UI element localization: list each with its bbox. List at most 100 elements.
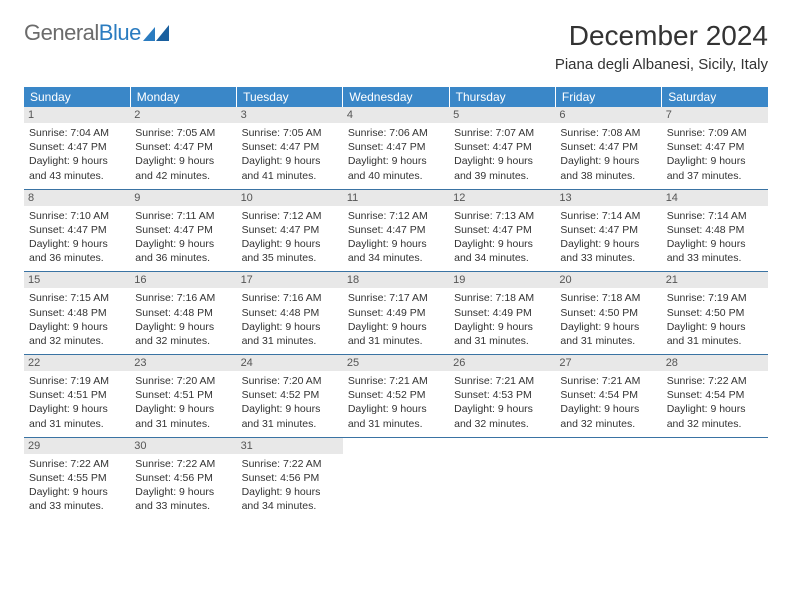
day-details: Sunrise: 7:20 AMSunset: 4:52 PMDaylight:… — [242, 374, 338, 431]
day-details: Sunrise: 7:05 AMSunset: 4:47 PMDaylight:… — [242, 126, 338, 183]
sunrise-line: Sunrise: 7:08 AM — [560, 126, 656, 140]
sunrise-line: Sunrise: 7:15 AM — [29, 291, 125, 305]
sunset-line: Sunset: 4:50 PM — [560, 306, 656, 320]
calendar-cell: 17Sunrise: 7:16 AMSunset: 4:48 PMDayligh… — [237, 272, 343, 355]
sunset-line: Sunset: 4:48 PM — [135, 306, 231, 320]
daylight-line: Daylight: 9 hours and 34 minutes. — [348, 237, 444, 265]
daylight-line: Daylight: 9 hours and 39 minutes. — [454, 154, 550, 182]
sunset-line: Sunset: 4:47 PM — [454, 223, 550, 237]
sunrise-line: Sunrise: 7:10 AM — [29, 209, 125, 223]
day-number-empty — [449, 438, 555, 454]
day-number: 26 — [449, 355, 555, 371]
sunset-line: Sunset: 4:52 PM — [348, 388, 444, 402]
sunrise-line: Sunrise: 7:17 AM — [348, 291, 444, 305]
calendar-cell: 12Sunrise: 7:13 AMSunset: 4:47 PMDayligh… — [449, 189, 555, 272]
day-details: Sunrise: 7:07 AMSunset: 4:47 PMDaylight:… — [454, 126, 550, 183]
day-details: Sunrise: 7:16 AMSunset: 4:48 PMDaylight:… — [135, 291, 231, 348]
daylight-line: Daylight: 9 hours and 31 minutes. — [242, 402, 338, 430]
day-details: Sunrise: 7:12 AMSunset: 4:47 PMDaylight:… — [348, 209, 444, 266]
calendar-cell: 9Sunrise: 7:11 AMSunset: 4:47 PMDaylight… — [130, 189, 236, 272]
sunset-line: Sunset: 4:49 PM — [454, 306, 550, 320]
day-number: 10 — [237, 190, 343, 206]
sunrise-line: Sunrise: 7:07 AM — [454, 126, 550, 140]
day-number: 20 — [555, 272, 661, 288]
location-label: Piana degli Albanesi, Sicily, Italy — [555, 56, 768, 73]
calendar-cell: 13Sunrise: 7:14 AMSunset: 4:47 PMDayligh… — [555, 189, 661, 272]
day-details: Sunrise: 7:12 AMSunset: 4:47 PMDaylight:… — [242, 209, 338, 266]
calendar-cell: 7Sunrise: 7:09 AMSunset: 4:47 PMDaylight… — [662, 107, 768, 189]
calendar-cell: 6Sunrise: 7:08 AMSunset: 4:47 PMDaylight… — [555, 107, 661, 189]
sunrise-line: Sunrise: 7:20 AM — [242, 374, 338, 388]
daylight-line: Daylight: 9 hours and 33 minutes. — [29, 485, 125, 513]
daylight-line: Daylight: 9 hours and 33 minutes. — [667, 237, 763, 265]
calendar-cell: 10 Sunrise: 7:12 AMSunset: 4:47 PMDayligh… — [237, 189, 343, 272]
daylight-line: Daylight: 9 hours and 43 minutes. — [29, 154, 125, 182]
daylight-line: Daylight: 9 hours and 31 minutes. — [135, 402, 231, 430]
calendar-row: 8Sunrise: 7:10 AMSunset: 4:47 PMDaylight… — [24, 189, 768, 272]
calendar-cell: 2Sunrise: 7:05 AMSunset: 4:47 PMDaylight… — [130, 107, 236, 189]
sunrise-line: Sunrise: 7:19 AM — [667, 291, 763, 305]
calendar-cell: 16Sunrise: 7:16 AMSunset: 4:48 PMDayligh… — [130, 272, 236, 355]
sunset-line: Sunset: 4:52 PM — [242, 388, 338, 402]
sunrise-line: Sunrise: 7:05 AM — [242, 126, 338, 140]
calendar-cell: 8 Sunrise: 7:10 AMSunset: 4:47 PMDaylight… — [24, 189, 130, 272]
day-details: Sunrise: 7:22 AMSunset: 4:55 PMDaylight:… — [29, 457, 125, 514]
sunrise-line: Sunrise: 7:20 AM — [135, 374, 231, 388]
weekday-header: Sunday — [24, 87, 130, 107]
calendar-cell: 20Sunrise: 7:18 AMSunset: 4:50 PMDayligh… — [555, 272, 661, 355]
daylight-line: Daylight: 9 hours and 34 minutes. — [454, 237, 550, 265]
daylight-line: Daylight: 9 hours and 32 minutes. — [454, 402, 550, 430]
daylight-line: Daylight: 9 hours and 41 minutes. — [242, 154, 338, 182]
month-title: December 2024 — [555, 20, 768, 52]
daylight-line: Daylight: 9 hours and 31 minutes. — [29, 402, 125, 430]
day-number-empty — [662, 438, 768, 454]
day-number: 23 — [130, 355, 236, 371]
weekday-header: Wednesday — [343, 87, 449, 107]
daylight-line: Daylight: 9 hours and 33 minutes. — [560, 237, 656, 265]
sunrise-line: Sunrise: 7:11 AM — [135, 209, 231, 223]
brand-part1: General — [24, 20, 99, 45]
day-number: 6 — [555, 107, 661, 123]
day-details: Sunrise: 7:22 AMSunset: 4:54 PMDaylight:… — [667, 374, 763, 431]
calendar-cell: 15Sunrise: 7:15 AMSunset: 4:48 PMDayligh… — [24, 272, 130, 355]
day-number: 27 — [555, 355, 661, 371]
day-number: 18 — [343, 272, 449, 288]
sunset-line: Sunset: 4:54 PM — [667, 388, 763, 402]
sunset-line: Sunset: 4:47 PM — [560, 140, 656, 154]
calendar-cell: 28Sunrise: 7:22 AMSunset: 4:54 PMDayligh… — [662, 355, 768, 438]
sunrise-line: Sunrise: 7:09 AM — [667, 126, 763, 140]
daylight-line: Daylight: 9 hours and 32 minutes. — [560, 402, 656, 430]
sunset-line: Sunset: 4:47 PM — [135, 223, 231, 237]
day-number: 12 — [449, 190, 555, 206]
day-number: 15 — [24, 272, 130, 288]
day-number: 11 — [343, 190, 449, 206]
day-details: Sunrise: 7:10 AMSunset: 4:47 PMDaylight:… — [29, 209, 125, 266]
day-details: Sunrise: 7:21 AMSunset: 4:52 PMDaylight:… — [348, 374, 444, 431]
day-number: 21 — [662, 272, 768, 288]
daylight-line: Daylight: 9 hours and 42 minutes. — [135, 154, 231, 182]
calendar-table: SundayMondayTuesdayWednesdayThursdayFrid… — [24, 87, 768, 519]
day-number: 8 — [24, 190, 130, 206]
day-number: 22 — [24, 355, 130, 371]
day-number: 13 — [555, 190, 661, 206]
sunset-line: Sunset: 4:47 PM — [29, 140, 125, 154]
daylight-line: Daylight: 9 hours and 32 minutes. — [29, 320, 125, 348]
day-number: 5 — [449, 107, 555, 123]
calendar-row: 15 Sunrise: 7:15 AM Sunset: 4:48 PM Dayligh… — [24, 272, 768, 355]
sunset-line: Sunset: 4:47 PM — [667, 140, 763, 154]
day-details: Sunrise: 7:06 AMSunset: 4:47 PMDaylight:… — [348, 126, 444, 183]
weekday-header: Saturday — [662, 87, 768, 107]
day-details: Sunrise: 7:16 AMSunset: 4:48 PMDaylight:… — [242, 291, 338, 348]
daylight-line: Daylight: 9 hours and 31 minutes. — [454, 320, 550, 348]
sunrise-line: Sunrise: 7:19 AM — [29, 374, 125, 388]
day-number: 3 — [237, 107, 343, 123]
daylight-line: Daylight: 9 hours and 33 minutes. — [135, 485, 231, 513]
day-details: Sunrise: 7:22 AMSunset: 4:56 PMDaylight:… — [242, 457, 338, 514]
calendar-cell: 3 Sunrise: 7:05 AMSunset: 4:47 PMDaylight… — [237, 107, 343, 189]
calendar-cell: 19Sunrise: 7:18 AMSunset: 4:49 PMDayligh… — [449, 272, 555, 355]
calendar-cell: 29Sunrise: 7:22 AMSunset: 4:55 PMDayligh… — [24, 437, 130, 519]
calendar-head: SundayMondayTuesdayWednesdayThursdayFrid… — [24, 87, 768, 107]
day-number: 19 — [449, 272, 555, 288]
day-number-empty — [555, 438, 661, 454]
sunrise-line: Sunrise: 7:22 AM — [135, 457, 231, 471]
